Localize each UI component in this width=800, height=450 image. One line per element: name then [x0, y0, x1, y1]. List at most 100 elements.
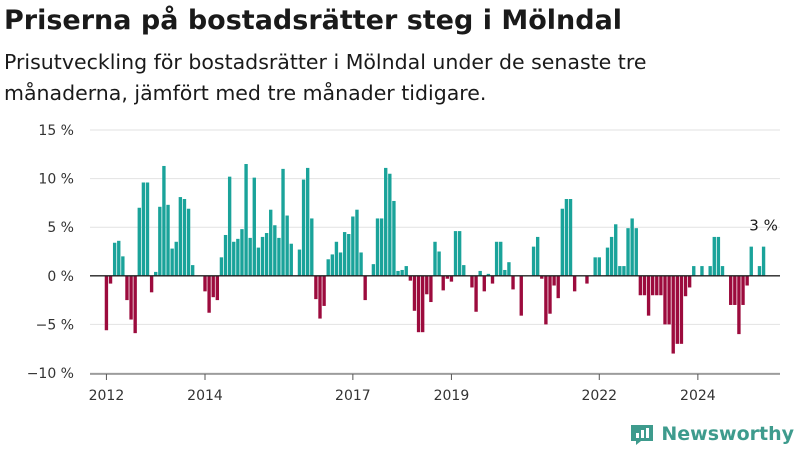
bar [626, 228, 630, 276]
bar [384, 167, 388, 276]
bar [223, 234, 228, 276]
bar [474, 275, 478, 312]
bar [182, 199, 187, 276]
bar [614, 224, 618, 276]
bars [104, 164, 766, 354]
bar [281, 168, 285, 276]
bar [154, 271, 158, 276]
bar [679, 275, 684, 344]
bar [277, 237, 281, 276]
bar [412, 275, 417, 311]
chart-subtitle: Prisutveckling för bostadsrätter i Mölnd… [4, 50, 647, 105]
bar [318, 275, 322, 319]
bar [737, 275, 741, 335]
bar [112, 242, 117, 276]
bar [457, 231, 462, 276]
bar [338, 252, 343, 276]
y-tick-label: 10 % [38, 172, 74, 188]
bar [322, 275, 326, 306]
bar [745, 275, 749, 286]
bar [445, 275, 450, 279]
bar [379, 218, 384, 276]
bar [511, 275, 515, 290]
bar [129, 275, 133, 320]
bar [663, 275, 667, 325]
bar [470, 275, 474, 288]
bar [396, 270, 400, 276]
bar [650, 275, 655, 296]
bar [729, 275, 733, 305]
bar [162, 165, 166, 276]
bar [609, 236, 614, 276]
bar [408, 275, 413, 281]
bar [519, 275, 523, 316]
bar [314, 275, 318, 300]
bar [453, 231, 458, 276]
bar [531, 246, 536, 276]
bar [486, 273, 491, 276]
bar [363, 275, 367, 301]
bar [158, 206, 162, 276]
bar [392, 200, 396, 276]
bar [622, 266, 626, 276]
bar [671, 275, 675, 354]
bar [507, 262, 511, 276]
bar [568, 199, 573, 276]
bar [700, 266, 704, 276]
bar [133, 275, 137, 334]
bar [137, 207, 141, 276]
bar [499, 241, 503, 276]
bar [618, 266, 622, 276]
bar [149, 275, 154, 293]
bar [552, 275, 556, 286]
bar [646, 275, 651, 316]
x-tick-label: 2012 [89, 388, 125, 404]
newsworthy-brand: Newsworthy [629, 422, 794, 446]
bar [659, 275, 663, 296]
bar [733, 275, 737, 305]
y-tick-label: 15 % [38, 123, 74, 139]
annotations: 3 % [749, 217, 778, 235]
bar [416, 275, 421, 333]
bar [174, 241, 178, 276]
bar [145, 182, 150, 276]
bar [305, 167, 310, 276]
bar [449, 275, 454, 282]
bar [400, 269, 404, 276]
bar [675, 275, 680, 344]
bar [359, 252, 363, 276]
bar [240, 229, 244, 276]
bar [572, 275, 577, 292]
bar [330, 254, 335, 276]
bar [289, 243, 293, 276]
bar [478, 270, 482, 276]
y-axis-tick-labels: 15 % 10 % 5 % 0 % −5 % −10 % [27, 123, 74, 382]
bar [371, 264, 376, 276]
x-tick-label: 2022 [581, 388, 617, 404]
bar [630, 218, 634, 276]
bar [716, 236, 721, 276]
bar [741, 275, 745, 305]
y-tick-label: 0 % [47, 269, 74, 285]
bar [638, 275, 643, 296]
bar [342, 232, 347, 276]
bar [388, 173, 392, 276]
bar [404, 266, 408, 276]
bar [683, 275, 688, 297]
last-value-label: 3 % [749, 217, 778, 235]
bar [757, 266, 762, 276]
bar [720, 266, 725, 276]
bar [248, 237, 252, 276]
bar [548, 275, 552, 314]
bar [334, 241, 339, 276]
bar [441, 275, 445, 291]
bar [482, 275, 486, 292]
bar [544, 275, 548, 325]
x-tick-label: 2019 [434, 388, 470, 404]
bar [207, 275, 211, 313]
brand-name: Newsworthy [661, 423, 794, 445]
bar [494, 241, 499, 276]
x-tick-label: 2024 [680, 388, 716, 404]
bar [667, 275, 671, 325]
